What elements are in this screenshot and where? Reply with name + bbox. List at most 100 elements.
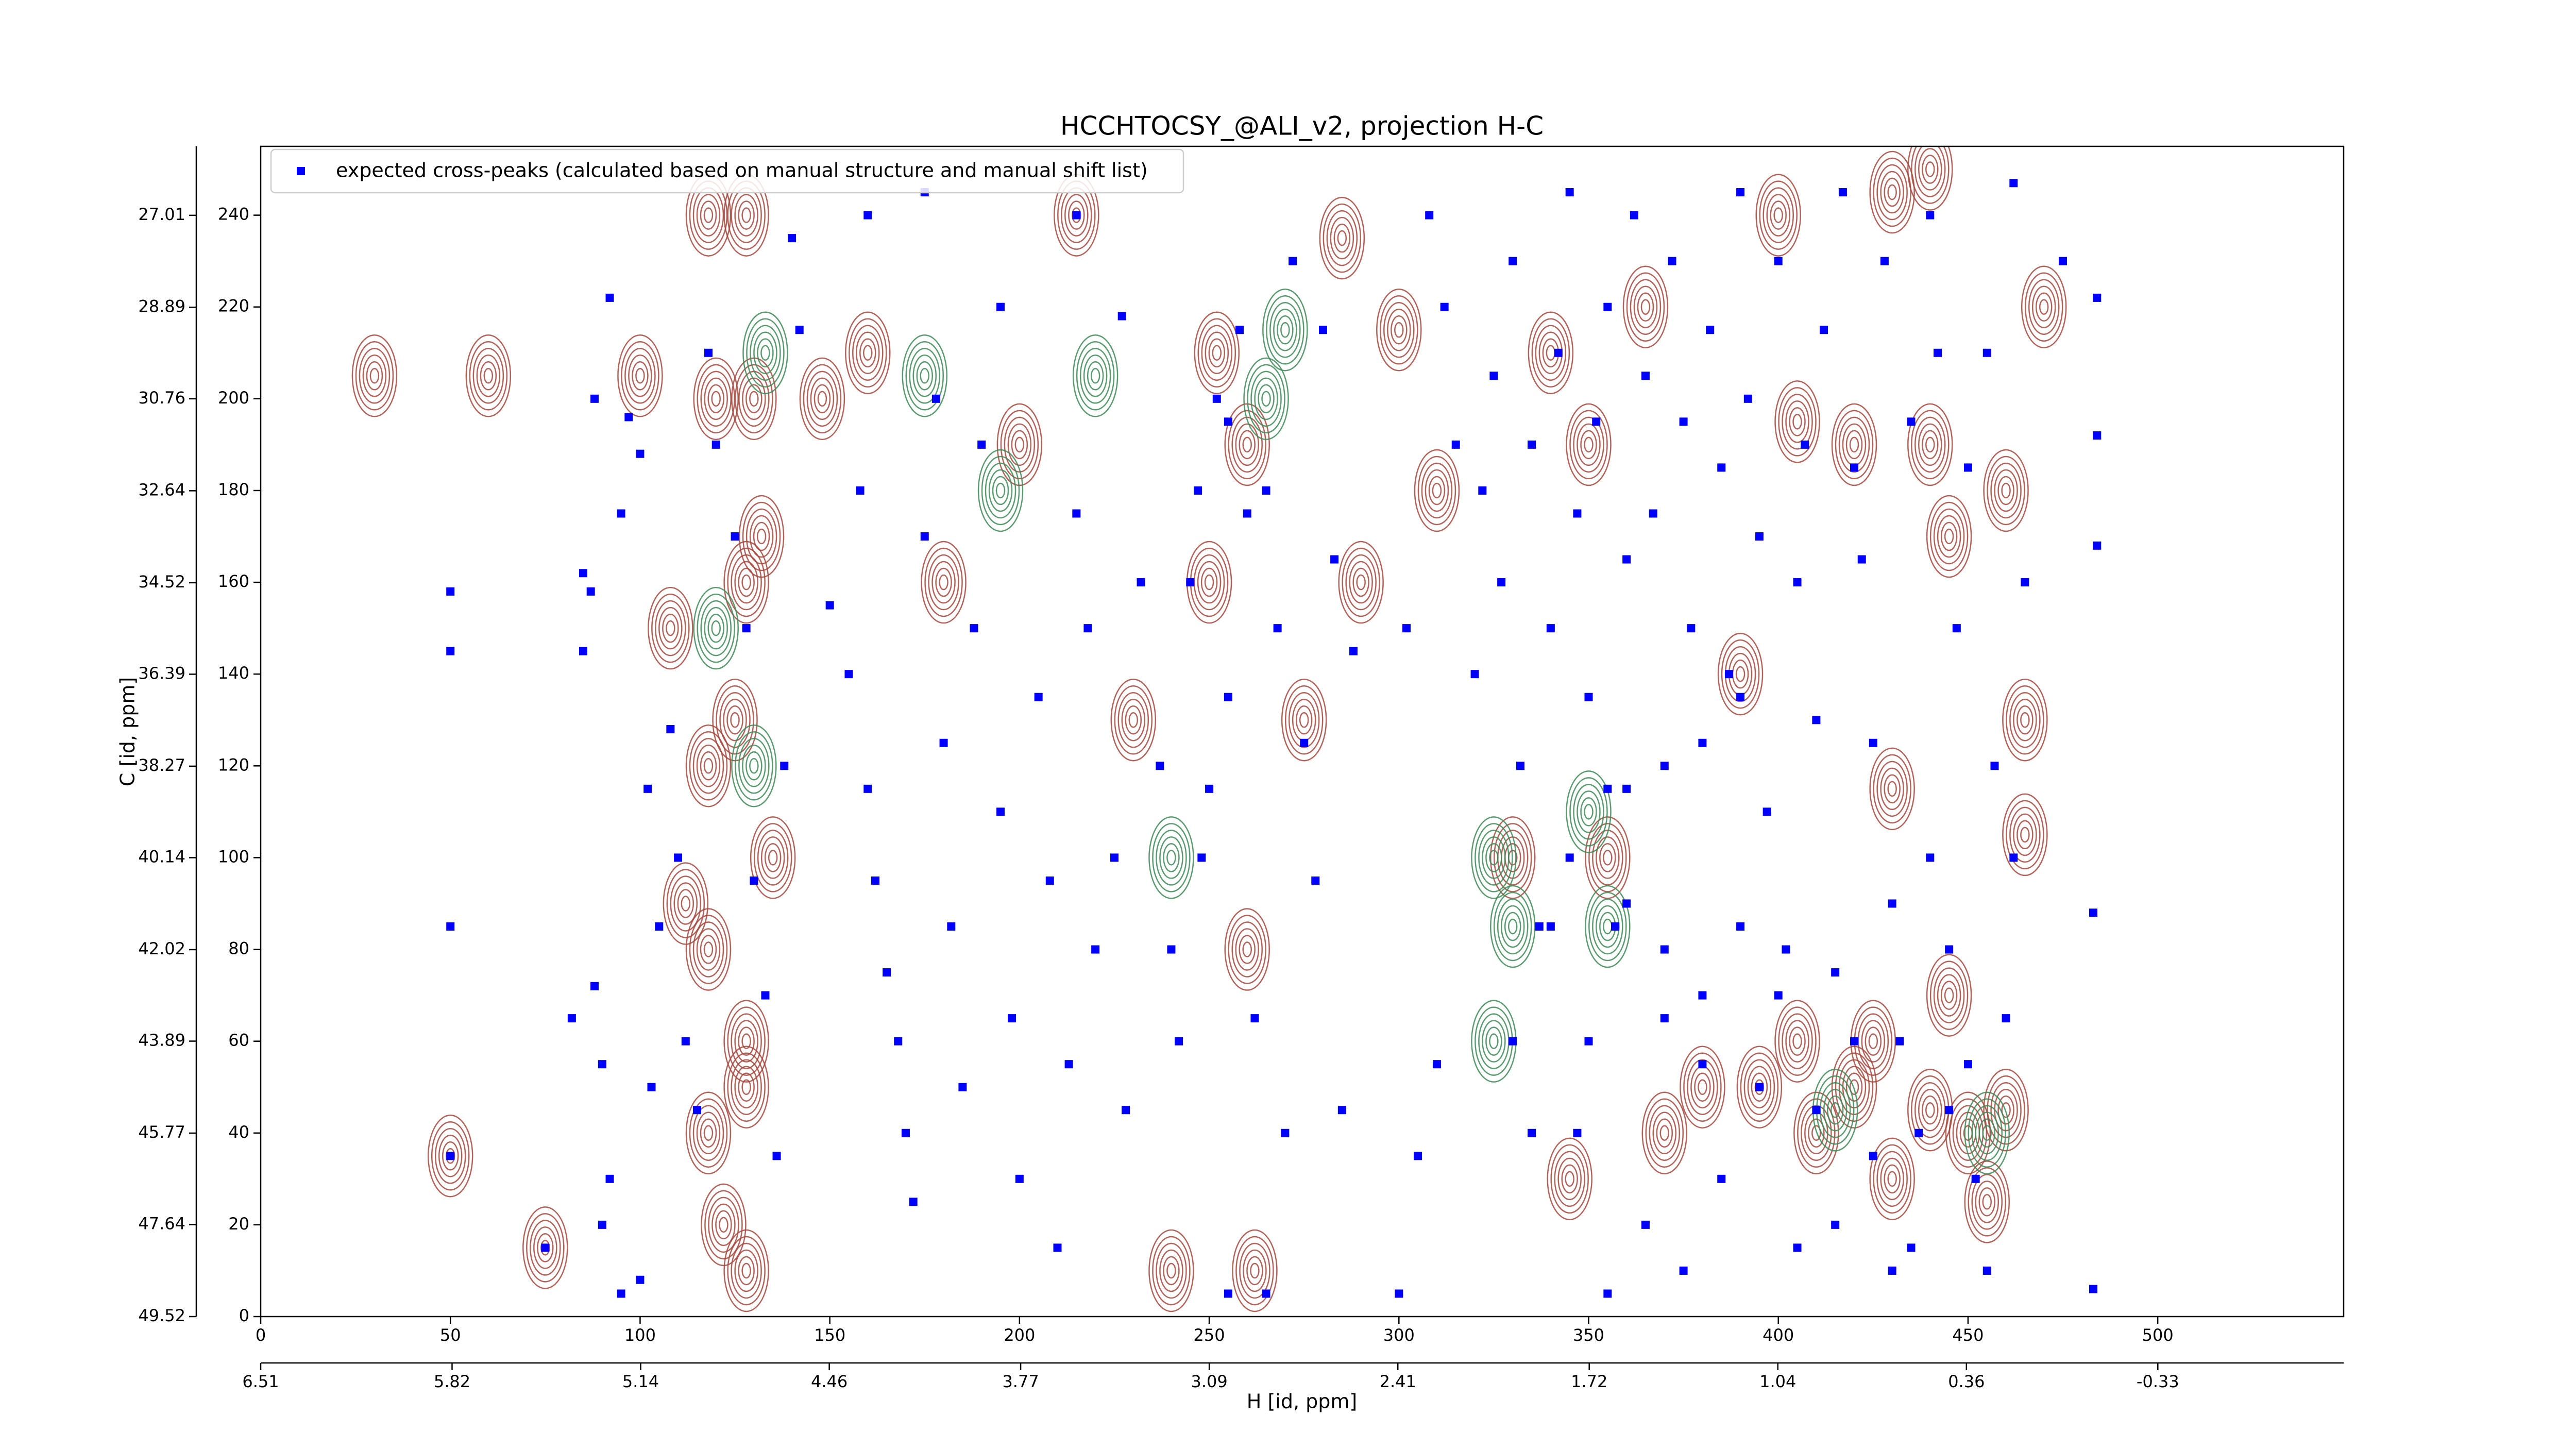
- contour-ring: [1156, 1242, 1187, 1299]
- contour-ring: [735, 731, 773, 801]
- cross-peak-marker: [1186, 578, 1195, 587]
- cross-peak-marker: [1008, 1014, 1016, 1023]
- contour-ring: [1573, 784, 1604, 840]
- contour-ring: [1159, 836, 1183, 879]
- contour-ring: [1152, 1236, 1191, 1306]
- contour-ring: [920, 368, 930, 384]
- cross-peak-marker: [1117, 312, 1126, 321]
- contour-ring: [757, 830, 789, 886]
- contour-ring: [1857, 1013, 1889, 1069]
- contour-ring: [757, 338, 774, 368]
- contour-ring: [1076, 341, 1115, 411]
- contour-ring: [1338, 541, 1384, 624]
- contour-ring: [628, 355, 652, 397]
- cross-peak-marker: [1774, 257, 1783, 265]
- contour-ring: [726, 705, 743, 735]
- contour-ring: [1933, 967, 1965, 1023]
- contour-ring: [355, 341, 394, 411]
- cross-peak-marker: [586, 587, 595, 596]
- cross-peak-marker: [598, 1060, 606, 1069]
- contour-ring: [1994, 469, 2018, 512]
- contour-ring: [2024, 272, 2063, 342]
- contour-peak: [1831, 403, 1877, 486]
- cross-peak-marker: [795, 326, 804, 334]
- contour-ring: [1242, 436, 1252, 453]
- contour-ring: [434, 1128, 466, 1184]
- y-tick-label: 220: [218, 296, 249, 316]
- contour-ring: [658, 606, 683, 650]
- cross-peak-marker: [1489, 372, 1498, 380]
- contour-ring: [731, 1242, 762, 1299]
- contour-ring: [1239, 935, 1256, 964]
- contour-ring: [1254, 377, 1278, 420]
- contour-ring: [1830, 1102, 1840, 1118]
- cross-peak-marker: [681, 1037, 690, 1046]
- contour-ring: [1929, 961, 1969, 1030]
- contour-ring: [1983, 449, 2029, 532]
- contour-ring: [1566, 403, 1612, 486]
- y-tick-label: 160: [218, 571, 249, 591]
- contour-ring: [1887, 184, 1897, 200]
- contour-ring: [1592, 898, 1623, 955]
- contour-ring: [662, 613, 679, 643]
- cross-peak-marker: [1193, 486, 1202, 495]
- contour-ring: [711, 1203, 736, 1246]
- contour-ring: [738, 1026, 755, 1056]
- contour-peak: [685, 724, 732, 807]
- cross-peak-marker: [666, 725, 675, 734]
- contour-ring: [1884, 1164, 1901, 1194]
- cross-peak-marker: [931, 394, 940, 403]
- cross-peak-marker: [2021, 578, 2029, 587]
- cross-peak-marker: [1592, 417, 1601, 426]
- cross-peak-marker: [1565, 853, 1574, 862]
- contour-ring: [1835, 410, 1874, 480]
- contour-ring: [742, 377, 766, 420]
- contour-ring: [1940, 521, 1958, 551]
- cross-peak-marker: [939, 738, 948, 747]
- contour-ring: [738, 738, 770, 794]
- y2-tick-label: 30.76: [138, 388, 185, 408]
- contour-ring: [1125, 705, 1142, 735]
- y-tick-label: 40: [228, 1122, 249, 1142]
- contour-peak: [996, 403, 1043, 486]
- contour-ring: [1680, 1046, 1725, 1128]
- contour-ring: [703, 1125, 714, 1141]
- contour-ring: [1083, 355, 1108, 397]
- contour-ring: [1652, 1111, 1677, 1155]
- cross-peak-marker: [692, 1106, 701, 1115]
- contour-ring: [362, 355, 387, 397]
- cross-peak-marker: [1300, 738, 1309, 747]
- contour-ring: [1190, 547, 1229, 617]
- contour-ring: [692, 187, 724, 243]
- contour-ring: [617, 334, 663, 417]
- cross-peak-marker: [1736, 922, 1745, 931]
- contour-ring: [1281, 678, 1327, 762]
- contour-ring: [2006, 800, 2044, 870]
- cross-peak-marker: [970, 624, 978, 633]
- cross-peak-marker: [1440, 302, 1449, 311]
- contour-ring: [1831, 403, 1877, 486]
- contour-ring: [1242, 941, 1252, 957]
- contour-ring: [483, 368, 494, 384]
- cross-peak-marker: [1698, 738, 1707, 747]
- contour-ring: [1785, 1020, 1809, 1063]
- contour-peak: [1869, 150, 1915, 234]
- contour-ring: [1425, 469, 1449, 512]
- contour-ring: [1876, 164, 1908, 221]
- contour-ring: [1630, 279, 1662, 335]
- cross-peak-marker: [2002, 1014, 2010, 1023]
- cross-peak-marker: [1224, 417, 1232, 426]
- contour-ring: [1937, 974, 1961, 1017]
- contour-ring: [863, 345, 873, 361]
- contour-ring: [1907, 403, 1953, 486]
- contour-peak: [1926, 495, 1972, 578]
- contour-ring: [1987, 1075, 2025, 1145]
- contour-ring: [1471, 816, 1517, 899]
- contour-ring: [2031, 285, 2056, 328]
- contour-peak: [1194, 311, 1240, 395]
- contour-ring: [852, 325, 884, 381]
- contour-ring: [1231, 416, 1263, 473]
- contour-ring: [1323, 203, 1362, 273]
- contour-ring: [1262, 288, 1308, 372]
- contour-ring: [1243, 357, 1289, 441]
